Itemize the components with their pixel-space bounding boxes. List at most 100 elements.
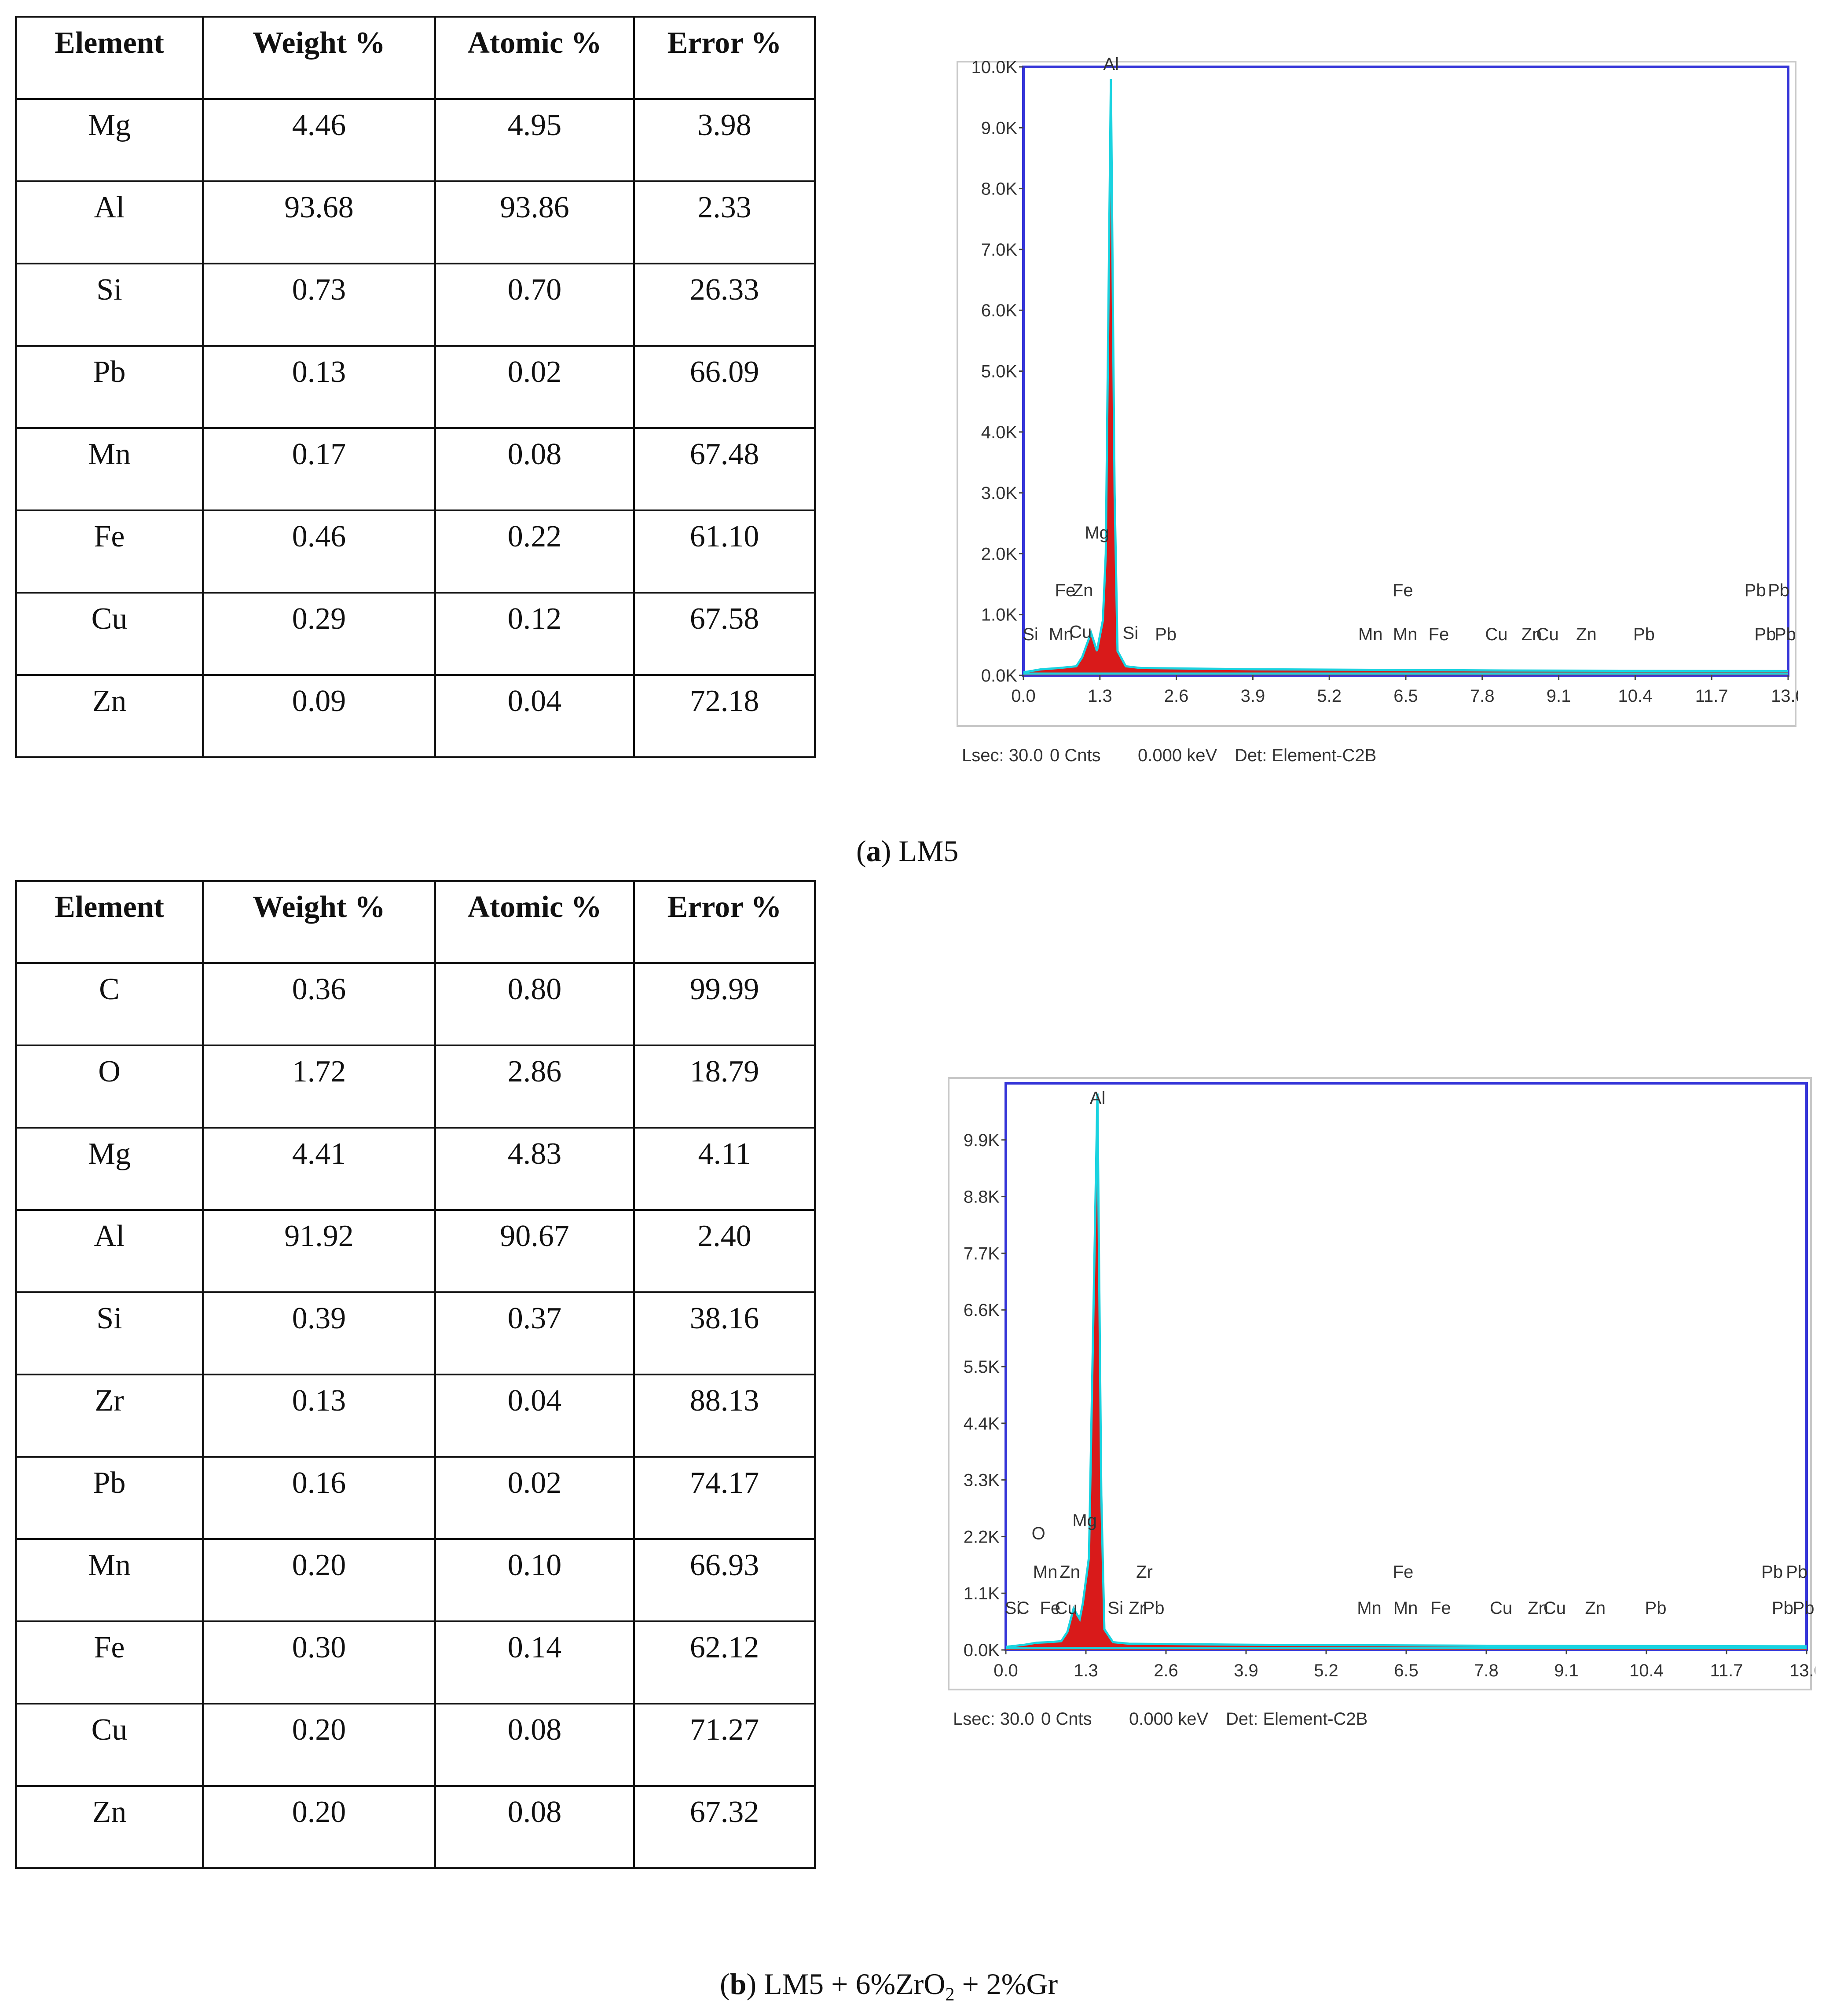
y-tick-label: 3.0K: [981, 484, 1018, 503]
table-row: Cu 0.20 0.08 71.27: [15, 1703, 816, 1787]
x-tick-label: 9.1: [1554, 1661, 1579, 1680]
peak-label: Zr: [1129, 1598, 1145, 1618]
table-cell: Mg: [15, 98, 204, 182]
table-cell: 0.08: [434, 1785, 635, 1869]
y-tick-label: 4.0K: [981, 423, 1018, 442]
footer-text: Det: Element-C2B: [1235, 746, 1376, 765]
table-cell: 99.99: [633, 962, 816, 1046]
peak-label: Pb: [1793, 1598, 1815, 1618]
x-tick-label: 10.4: [1618, 686, 1652, 706]
table-cell: Mn: [15, 427, 204, 511]
x-tick-label: 7.8: [1474, 1661, 1499, 1680]
peak-label: Pb: [1633, 625, 1655, 644]
y-tick-label: 4.4K: [964, 1414, 1000, 1433]
table-cell: Mg: [15, 1127, 204, 1211]
peak-label: Cu: [1490, 1598, 1512, 1618]
caption-a: (a) LM5: [856, 834, 959, 868]
table-cell: 0.13: [202, 345, 436, 429]
peak-label: O: [1032, 1524, 1045, 1543]
spectrum-line: [1005, 1093, 1807, 1648]
peak-label: Pb: [1761, 1562, 1783, 1582]
table-row: Mn 0.20 0.10 66.93: [15, 1538, 816, 1622]
table-row: Fe 0.46 0.22 61.10: [15, 509, 816, 594]
table-cell: 0.13: [202, 1374, 436, 1458]
table-row: Al 93.68 93.86 2.33: [15, 180, 816, 264]
x-tick-label: 3.9: [1234, 1661, 1258, 1680]
peak-label: Fe: [1393, 581, 1413, 600]
peak-label: Zn: [1576, 625, 1597, 644]
table-row: Si 0.73 0.70 26.33: [15, 263, 816, 347]
table-row: Zn 0.09 0.04 72.18: [15, 674, 816, 758]
table-cell: Zr: [15, 1374, 204, 1458]
peak-label: Zn: [1073, 581, 1093, 600]
table-cell: 2.40: [633, 1209, 816, 1293]
table-cell: 90.67: [434, 1209, 635, 1293]
table-cell: 26.33: [633, 263, 816, 347]
table-row: O 1.72 2.86 18.79: [15, 1045, 816, 1129]
peak-label: C: [1017, 1598, 1030, 1618]
peak-label: Cu: [1069, 622, 1092, 641]
table-cell: Al: [15, 1209, 204, 1293]
table-cell: 0.02: [434, 1456, 635, 1540]
table-cell: 2.86: [434, 1045, 635, 1129]
table-cell: Fe: [15, 1620, 204, 1704]
table-cell: 0.09: [202, 674, 436, 758]
y-tick-label: 3.3K: [964, 1471, 1000, 1490]
table-row: Zn 0.20 0.08 67.32: [15, 1785, 816, 1869]
table-cell: 0.14: [434, 1620, 635, 1704]
x-tick-label: 5.2: [1317, 686, 1342, 706]
table-cell: 74.17: [633, 1456, 816, 1540]
peak-label: Mn: [1033, 1562, 1058, 1582]
table-cell: Zn: [15, 1785, 204, 1869]
x-tick-label: 0.0: [1011, 686, 1036, 706]
eds-spectrum-chart-a: 0.0K 1.0K 2.0K 3.0K 4.0K 5.0K 6.0K 7.0K 8.0K 9.0K…: [953, 55, 1805, 781]
table-cell: 61.10: [633, 509, 816, 594]
table-cell: 0.04: [434, 1374, 635, 1458]
table-cell: 0.73: [202, 263, 436, 347]
table-cell: 0.17: [202, 427, 436, 511]
x-tick-label: 6.5: [1394, 1661, 1419, 1680]
table-cell: 0.30: [202, 1620, 436, 1704]
table-cell: 0.20: [202, 1703, 436, 1787]
y-tick-label: 0.0K: [964, 1641, 1000, 1660]
table-row: Mg 4.46 4.95 3.98: [15, 98, 816, 182]
peak-label: Mg: [1072, 1511, 1097, 1530]
peak-label: Cu: [1485, 625, 1507, 644]
table-cell: 66.93: [633, 1538, 816, 1622]
peak-label: Mn: [1358, 625, 1383, 644]
x-tick-label: 13.0: [1771, 686, 1798, 706]
peak-label: Cu: [1543, 1598, 1566, 1618]
table-header-cell: Weight %: [202, 16, 436, 100]
table-cell: 0.70: [434, 263, 635, 347]
y-tick-label: 7.7K: [964, 1244, 1000, 1263]
y-tick-label: 2.2K: [964, 1527, 1000, 1547]
plot-area: [1004, 1082, 1808, 1651]
caption-b: (b) LM5 + 6%ZrO2 + 2%Gr: [720, 1967, 1058, 2005]
y-tick-label: 8.0K: [981, 180, 1018, 199]
peak-label: Al: [1103, 57, 1119, 74]
table-cell: 0.36: [202, 962, 436, 1046]
table-cell: Al: [15, 180, 204, 264]
table-cell: Fe: [15, 509, 204, 594]
peak-label: Fe: [1055, 581, 1076, 600]
table-cell: 4.41: [202, 1127, 436, 1211]
y-tick-label: 0.0K: [981, 666, 1018, 685]
y-tick-label: 6.6K: [964, 1301, 1000, 1320]
y-tick-label: 5.5K: [964, 1357, 1000, 1377]
table-cell: 91.92: [202, 1209, 436, 1293]
table-cell: 0.46: [202, 509, 436, 594]
peak-label: Zn: [1528, 1598, 1548, 1618]
x-tick-label: 2.6: [1154, 1661, 1178, 1680]
table-cell: 67.58: [633, 592, 816, 676]
table-cell: Pb: [15, 1456, 204, 1540]
peak-label: Pb: [1745, 581, 1766, 600]
table-cell: Cu: [15, 1703, 204, 1787]
x-tick-label: 2.6: [1164, 686, 1189, 706]
eds-spectrum-chart-b: 0.0K 1.1K 2.2K 3.3K 4.4K 5.5K 6.6K 7.7K 8.8K 9.9K…: [944, 1074, 1822, 1753]
table-cell: 88.13: [633, 1374, 816, 1458]
peak-label: Si: [1107, 1598, 1123, 1618]
table-cell: 38.16: [633, 1291, 816, 1375]
peak-label: Fe: [1393, 1562, 1414, 1582]
peak-label: Mn: [1393, 625, 1418, 644]
table-cell: 62.12: [633, 1620, 816, 1704]
